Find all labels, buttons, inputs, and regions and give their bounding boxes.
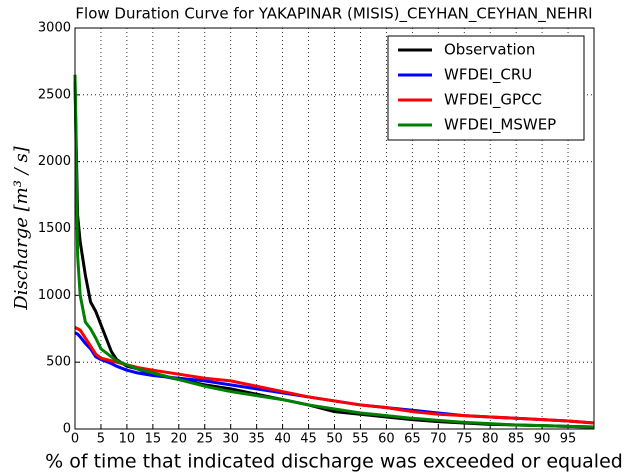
x-tick-label: 90 <box>534 432 551 447</box>
x-tick-label: 5 <box>97 432 105 447</box>
x-tick-label: 95 <box>560 432 577 447</box>
x-tick-label: 15 <box>145 432 162 447</box>
legend-label: WFDEI_GPCC <box>444 91 542 110</box>
x-tick-label: 25 <box>196 432 213 447</box>
x-tick-label: 70 <box>430 432 447 447</box>
y-tick-label: 500 <box>46 355 71 370</box>
x-tick-label: 30 <box>222 432 239 447</box>
x-tick-label: 0 <box>71 432 79 447</box>
y-axis-label: Discharge [m³ / s] <box>11 145 32 310</box>
y-tick-label: 2500 <box>38 87 71 102</box>
plot-frame <box>74 27 595 430</box>
x-tick-label: 40 <box>274 432 291 447</box>
x-tick-label: 80 <box>482 432 499 447</box>
x-tick-label: 75 <box>456 432 473 447</box>
x-tick-label: 20 <box>171 432 188 447</box>
legend-label: WFDEI_MSWEP <box>444 116 556 135</box>
legend-box <box>387 35 585 141</box>
x-axis-label: % of time that indicated discharge was e… <box>45 451 623 473</box>
series-line <box>73 74 595 429</box>
y-tick-label: 1500 <box>38 221 71 236</box>
x-tick-label: 85 <box>508 432 525 447</box>
series-line <box>74 326 595 425</box>
y-tick-label: 2000 <box>38 154 71 169</box>
x-tick-label: 55 <box>352 432 369 447</box>
y-tick-label: 0 <box>63 422 71 437</box>
legend-label: WFDEI_CRU <box>444 66 532 85</box>
x-tick-label: 10 <box>119 432 136 447</box>
x-tick-label: 45 <box>300 432 317 447</box>
x-tick-label: 60 <box>378 432 395 447</box>
x-tick-label: 35 <box>248 432 265 447</box>
y-tick-label: 3000 <box>38 21 71 36</box>
y-tick-label: 1000 <box>38 288 71 303</box>
x-tick-label: 50 <box>326 432 343 447</box>
x-tick-label: 65 <box>404 432 421 447</box>
chart-title: Flow Duration Curve for YAKAPINAR (MISIS… <box>75 5 592 24</box>
legend-label: Observation <box>444 41 535 59</box>
